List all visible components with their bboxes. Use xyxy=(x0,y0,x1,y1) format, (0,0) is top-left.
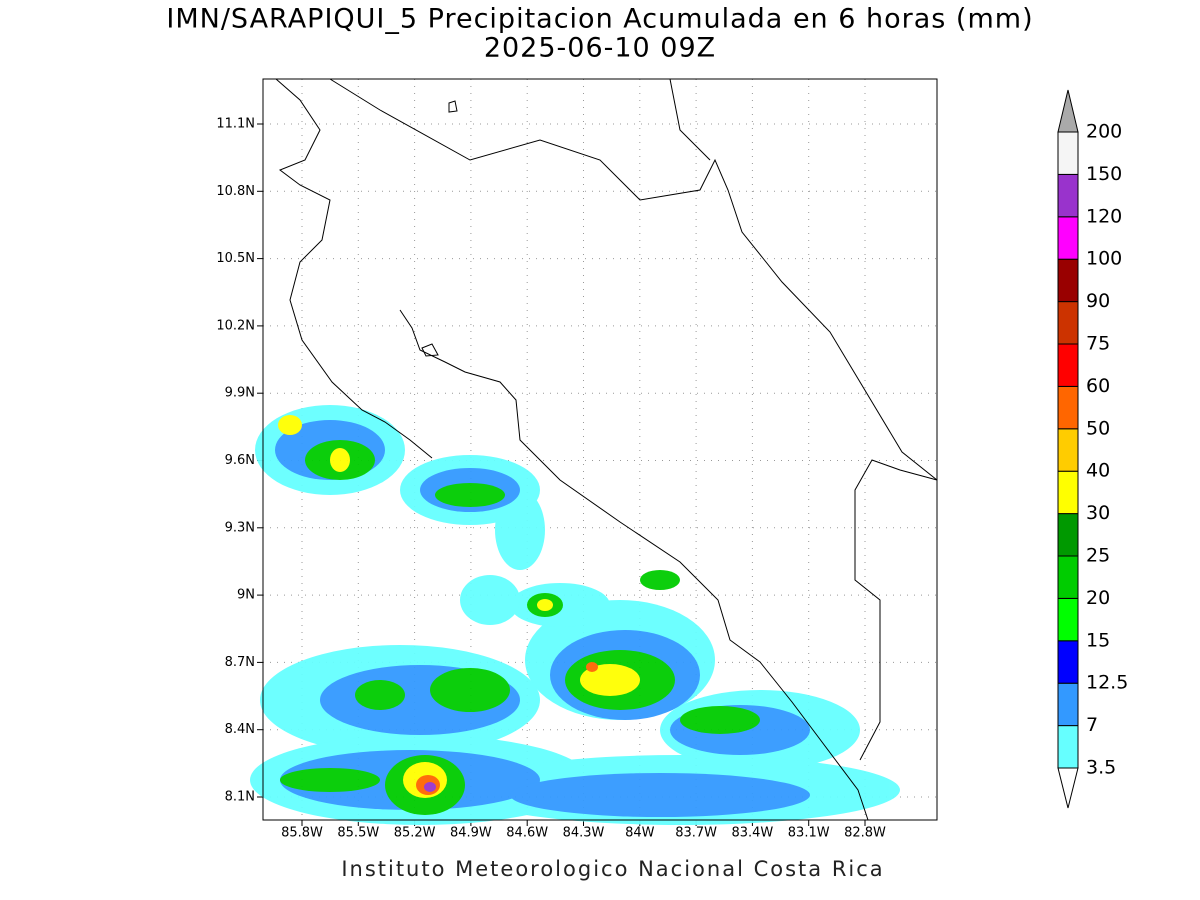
lat-label: 9.3N xyxy=(225,520,255,535)
colorbar-over xyxy=(1057,89,1079,133)
colorbar-label: 20 xyxy=(1086,587,1110,609)
colorbar-under xyxy=(1057,767,1079,809)
colorbar-box xyxy=(1057,513,1079,557)
colorbar-label: 200 xyxy=(1086,121,1122,143)
colorbar-box xyxy=(1057,216,1079,260)
subtitle: 2025-06-10 09Z xyxy=(484,33,716,64)
colorbar-label: 40 xyxy=(1086,460,1110,482)
colorbar-label: 30 xyxy=(1086,502,1110,524)
lat-label: 9N xyxy=(237,588,255,603)
colorbar: 3.5 7 12.5 15 20 25 30 40 50 60 75 90 100 120 150 200 xyxy=(1057,89,1128,809)
lat-label: 10.5N xyxy=(216,251,255,266)
lat-label: 8.1N xyxy=(225,790,255,805)
lon-label: 83.1W xyxy=(788,826,830,841)
lon-label: 85.5W xyxy=(337,826,379,841)
lat-label: 9.6N xyxy=(225,453,255,468)
colorbar-label: 7 xyxy=(1086,714,1098,736)
colorbar-box xyxy=(1057,173,1079,218)
lon-label: 83.7W xyxy=(675,826,717,841)
colorbar-label: 15 xyxy=(1086,629,1110,651)
colorbar-label: 100 xyxy=(1086,248,1122,270)
colorbar-box xyxy=(1057,343,1079,387)
colorbar-box xyxy=(1057,470,1079,515)
title: IMN/SARAPIQUI_5 Precipitacion Acumulada … xyxy=(166,4,1033,35)
colorbar-box xyxy=(1057,640,1079,684)
footer: Instituto Meteorologico Nacional Costa R… xyxy=(341,857,884,881)
colorbar-label: 75 xyxy=(1086,333,1110,355)
lat-label: 10.2N xyxy=(216,318,255,333)
coastlines xyxy=(275,78,938,821)
colorbar-box xyxy=(1057,682,1079,727)
lon-label: 84W xyxy=(625,826,655,841)
lon-label: 82.8W xyxy=(844,826,886,841)
colorbar-box xyxy=(1057,597,1079,642)
lon-label: 84.3W xyxy=(563,826,605,841)
lon-label: 84.6W xyxy=(506,826,548,841)
lon-label: 83.4W xyxy=(731,826,773,841)
colorbar-label: 12.5 xyxy=(1086,672,1128,694)
colorbar-label: 120 xyxy=(1086,205,1122,227)
colorbar-box xyxy=(1057,258,1079,303)
lat-label: 8.7N xyxy=(225,655,255,670)
colorbar-box xyxy=(1057,428,1079,472)
lat-label: 8.4N xyxy=(225,722,255,737)
colorbar-box xyxy=(1057,301,1079,345)
colorbar-box xyxy=(1057,725,1079,769)
colorbar-label: 25 xyxy=(1086,545,1110,567)
lat-label: 11.1N xyxy=(216,117,255,132)
colorbar-label: 60 xyxy=(1086,375,1110,397)
colorbar-label: 150 xyxy=(1086,163,1122,185)
lat-label: 9.9N xyxy=(225,386,255,401)
colorbar-label: 3.5 xyxy=(1086,757,1116,779)
colorbar-label: 90 xyxy=(1086,290,1110,312)
colorbar-label: 50 xyxy=(1086,417,1110,439)
colorbar-box xyxy=(1057,131,1079,175)
lon-label: 85.2W xyxy=(394,826,436,841)
lon-label: 84.9W xyxy=(450,826,492,841)
colorbar-box xyxy=(1057,385,1079,430)
lat-label: 10.8N xyxy=(216,184,255,199)
map-frame xyxy=(262,78,938,821)
colorbar-box xyxy=(1057,555,1079,599)
precipitation xyxy=(250,405,900,825)
lon-label: 85.8W xyxy=(281,826,323,841)
